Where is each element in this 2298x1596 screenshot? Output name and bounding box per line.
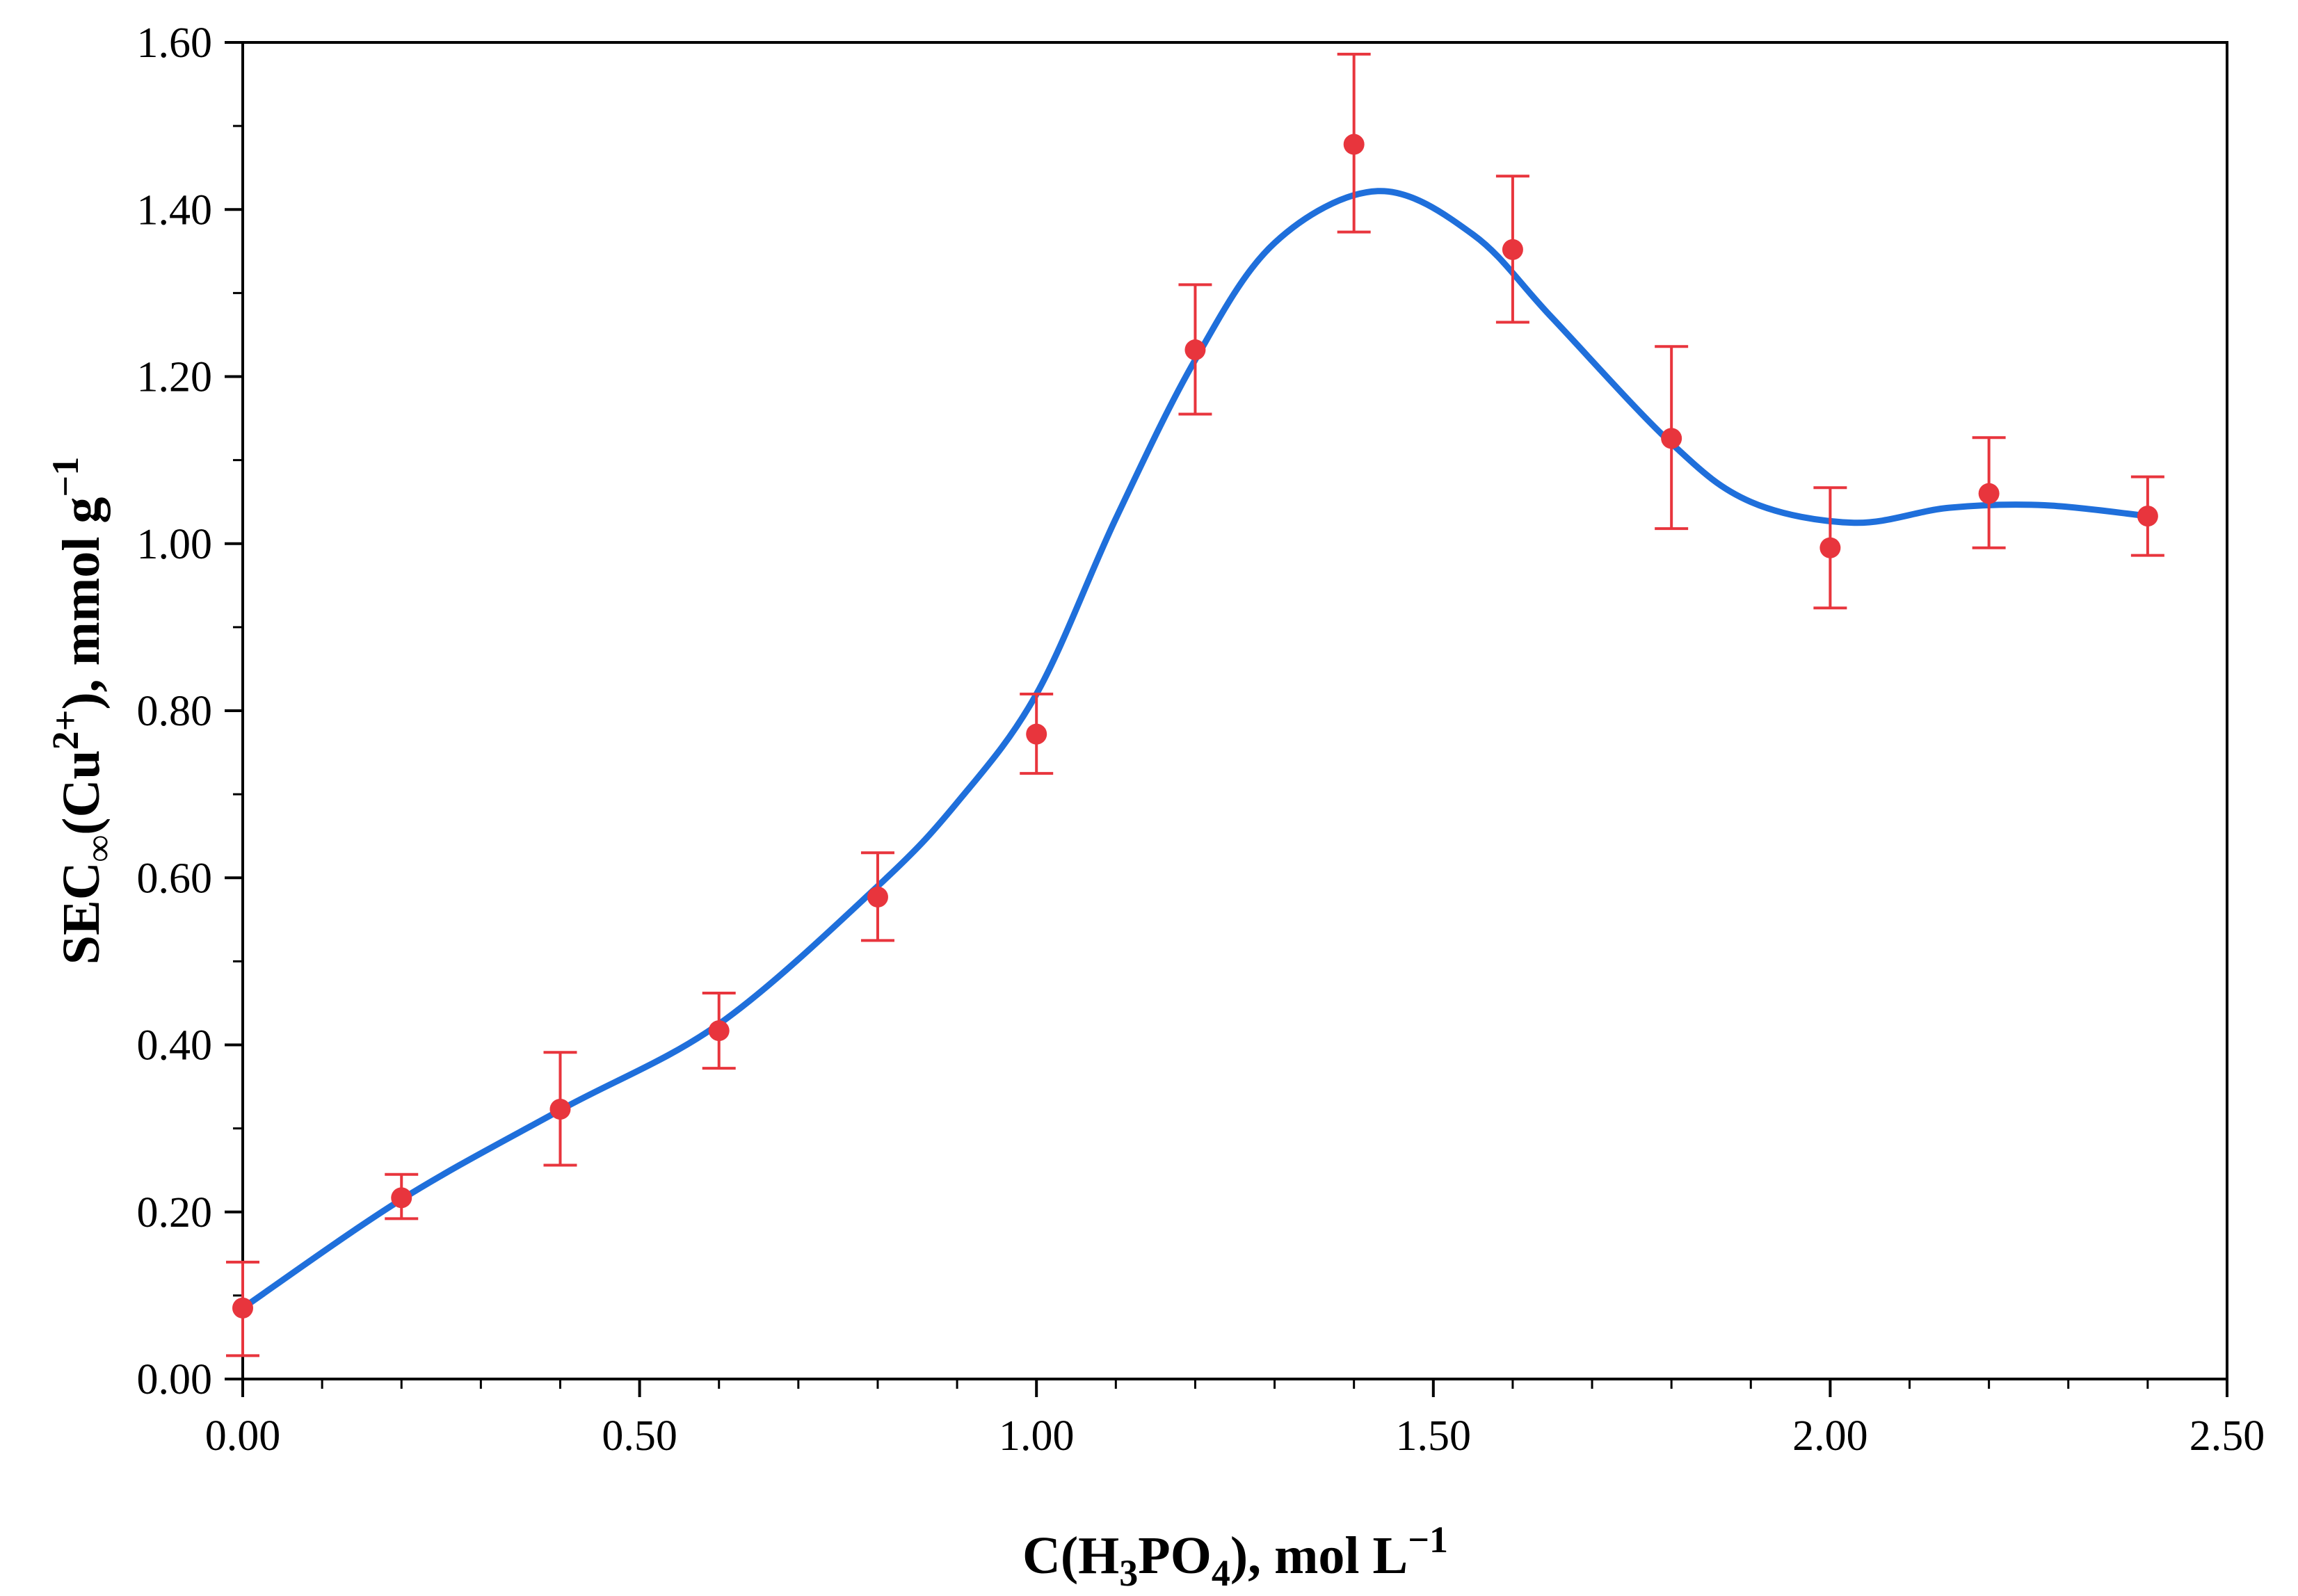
data-point	[232, 1297, 253, 1319]
data-point	[1502, 239, 1523, 260]
data-point-group	[1655, 345, 1689, 531]
data-point	[867, 886, 888, 908]
data-point	[708, 1020, 730, 1042]
y-axis-title: SEC∞(Cu2+), mmol g−1	[45, 457, 120, 965]
data-point	[1026, 723, 1047, 745]
x-tick-label: 2.00	[1792, 1412, 1868, 1460]
data-point	[1184, 339, 1206, 361]
data-point	[1343, 134, 1365, 155]
x-tick-label: 1.50	[1396, 1412, 1472, 1460]
major-ticks	[225, 41, 2228, 1397]
minor-ticks	[233, 124, 2149, 1389]
y-tick-label: 0.60	[137, 855, 213, 902]
x-tick-label: 1.00	[999, 1412, 1075, 1460]
data-point-group	[543, 1051, 577, 1167]
x-axis-title: C(H3PO4), mol L−1	[1022, 1519, 1448, 1594]
plot-frame	[241, 41, 2228, 1380]
data-point	[2137, 506, 2158, 527]
data-point-group	[860, 851, 894, 942]
data-point-group	[1020, 692, 1054, 775]
x-tick-label: 0.00	[205, 1412, 281, 1460]
data-point-group	[1972, 436, 2006, 549]
data-point-group	[1178, 283, 1212, 416]
data-point	[1819, 537, 1841, 558]
fit-curve-line	[239, 188, 2151, 1312]
data-point	[1978, 483, 2000, 504]
data-point-group	[385, 1172, 419, 1220]
y-tick-label: 0.20	[137, 1189, 213, 1236]
x-tick-labels: 0.00 0.50 1.00 1.50 2.00 2.50	[205, 1412, 2265, 1460]
y-tick-label: 0.80	[137, 688, 213, 735]
y-tick-label: 1.40	[137, 186, 213, 234]
data-point-group	[702, 992, 736, 1070]
data-point-group	[1813, 486, 1847, 610]
y-tick-label: 0.40	[137, 1022, 213, 1070]
y-tick-label: 0.00	[137, 1356, 213, 1403]
data-point	[391, 1187, 412, 1209]
y-tick-labels: 0.00 0.20 0.40 0.60 0.80 1.00 1.20 1.40 1.60	[137, 19, 213, 1403]
data-point	[549, 1098, 571, 1120]
data-point-group	[1337, 52, 1371, 234]
y-tick-label: 1.20	[137, 354, 213, 401]
x-tick-label: 0.50	[602, 1412, 677, 1460]
y-tick-label: 1.00	[137, 521, 213, 568]
data-points	[226, 52, 2164, 1357]
data-point-group	[2130, 475, 2164, 557]
x-tick-label: 2.50	[2189, 1412, 2265, 1460]
data-point-group	[226, 1260, 259, 1357]
data-point-group	[1495, 175, 1529, 324]
data-point	[1661, 428, 1682, 449]
y-tick-label: 1.60	[137, 19, 213, 67]
